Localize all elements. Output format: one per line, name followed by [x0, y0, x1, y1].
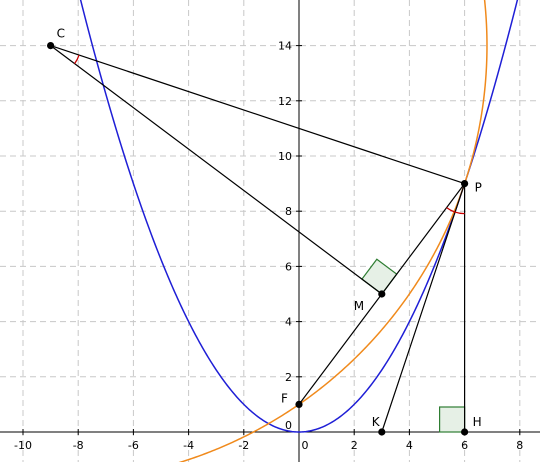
point-label-K: K	[372, 415, 381, 429]
segments	[50, 45, 466, 433]
angle-marker-P	[446, 207, 465, 215]
point-K[interactable]	[378, 428, 386, 436]
angle-marker-C	[74, 54, 80, 64]
angle-markers	[74, 54, 465, 215]
y-tick-label: 8	[285, 205, 292, 218]
point-label-M: M	[354, 299, 364, 313]
x-tick-label: 2	[351, 439, 358, 452]
point-M[interactable]	[378, 290, 386, 298]
point-label-P: P	[475, 181, 482, 195]
segment-PK	[381, 183, 466, 433]
parabola-curve	[79, 0, 519, 433]
right-angle-markers	[361, 258, 466, 433]
right-angle-M	[361, 258, 398, 295]
tick-labels: -10 -8 -6 -4 -2 0 2 4 6 8 2 4 6 8 10 12 14 0	[14, 40, 523, 452]
x-tick-label: -8	[73, 439, 84, 452]
x-tick-label: -10	[14, 439, 32, 452]
x-tick-label: 4	[406, 439, 413, 452]
points: C P M F K H	[47, 27, 482, 436]
x-tick-label: -4	[183, 439, 194, 452]
x-tick-label: -2	[238, 439, 249, 452]
y-tick-label: 12	[278, 95, 292, 108]
point-label-C: C	[57, 27, 65, 41]
y-tick-label: 2	[285, 371, 292, 384]
y-tick-label: 14	[278, 40, 292, 53]
point-label-F: F	[281, 391, 288, 405]
point-label-H: H	[473, 415, 482, 429]
point-C[interactable]	[47, 42, 55, 50]
x-tick-label: 6	[461, 439, 468, 452]
point-H[interactable]	[461, 428, 469, 436]
x-tick-label: 8	[516, 439, 523, 452]
point-P[interactable]	[461, 180, 469, 188]
right-angle-H	[439, 406, 466, 433]
origin-label: 0	[285, 419, 292, 432]
segment-CP	[50, 45, 465, 185]
y-tick-label: 10	[278, 150, 292, 163]
point-F[interactable]	[295, 400, 303, 408]
segment-CM	[50, 45, 383, 295]
y-tick-label: 6	[285, 260, 292, 273]
y-tick-label: 4	[285, 316, 292, 329]
x-tick-label: -6	[128, 439, 139, 452]
x-tick-label: 0	[302, 439, 309, 452]
orange-curve	[178, 0, 488, 462]
